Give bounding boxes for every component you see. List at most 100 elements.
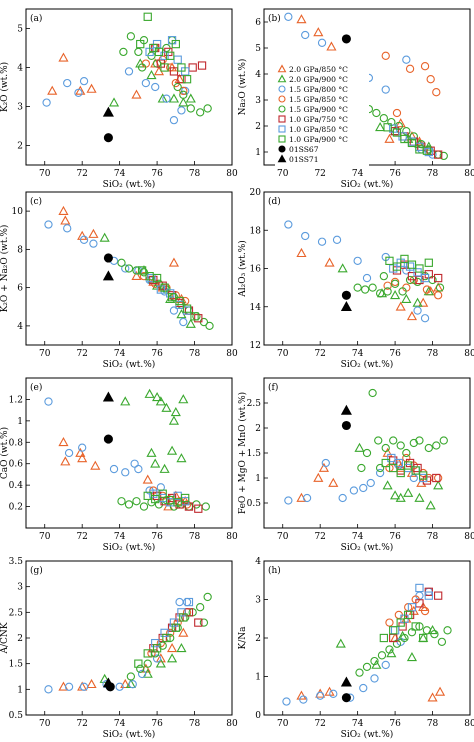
data-point-s5 <box>437 637 447 646</box>
data-point-s3 <box>141 78 151 88</box>
data-point-s2 <box>161 402 172 412</box>
data-point-s2 <box>146 70 157 80</box>
x-tick-label: 74 <box>114 349 126 359</box>
data-point-s5 <box>117 497 126 506</box>
data-point-s8 <box>385 256 394 265</box>
data-point-s2 <box>166 653 178 663</box>
data-point-s3 <box>359 683 368 693</box>
x-tick-label: 76 <box>151 349 163 359</box>
data-point-s3 <box>169 116 179 125</box>
legend: 2.0 GPa/850 °C2.0 GPa/900 °C1.5 GPa/800 … <box>275 64 369 168</box>
data-point-s7 <box>160 628 169 638</box>
y-tick-label: 20 <box>250 188 262 198</box>
data-point-s5 <box>398 287 407 296</box>
panel-5: 70 72 74 76 78 80 0.2 0.4 0.6 0.8 1 1.2 SiO₂ (wt.%) C… <box>0 377 238 553</box>
data-point-s2 <box>159 463 170 473</box>
data-point-s1 <box>318 462 330 472</box>
legend-marker-s9 <box>278 145 286 153</box>
data-point-s8 <box>137 266 147 275</box>
plot-frame <box>263 560 471 716</box>
data-point-s3 <box>63 78 72 88</box>
data-point-s2 <box>166 445 178 455</box>
y-tick-label: 0 <box>255 711 261 721</box>
y-tick-label: 1 <box>255 148 261 158</box>
y-tick-label: 6 <box>17 284 23 294</box>
y-tick-label: 1 <box>255 673 261 683</box>
y-tick-label: 1 <box>255 474 261 484</box>
data-point-s3 <box>284 12 293 21</box>
data-point-s5 <box>137 63 147 72</box>
data-point-s8 <box>419 633 428 643</box>
y-tick-label: 4 <box>255 557 261 567</box>
data-point-s5 <box>362 448 372 458</box>
data-point-s5 <box>117 258 126 267</box>
data-point-s8 <box>392 262 402 271</box>
data-point-s8 <box>171 39 180 49</box>
data-point-s1 <box>296 690 307 700</box>
data-point-s2 <box>176 453 187 463</box>
plot-frame <box>263 191 471 346</box>
data-point-s9 <box>341 290 351 300</box>
panel-4: 70 72 74 76 78 80 12 14 16 18 20 SiO₂ (wt.%) Al₂O₃ (… <box>237 188 474 370</box>
data-point-s8 <box>136 39 145 49</box>
data-point-s3 <box>79 682 89 691</box>
legend-marker-s10 <box>277 154 287 163</box>
data-point-s8 <box>407 138 417 148</box>
data-point-s5 <box>424 443 433 453</box>
data-point-s1 <box>142 474 153 484</box>
data-point-s6 <box>177 75 186 84</box>
y-tick-label: 8 <box>17 245 23 255</box>
x-tick-label: 70 <box>277 719 289 729</box>
data-point-s8 <box>182 304 192 313</box>
data-point-s8 <box>158 489 167 498</box>
data-point-s1 <box>395 301 406 311</box>
panel-8: 70 72 74 76 78 80 0 1 2 3 4 SiO₂ (wt.%) K/Na (h) <box>238 557 474 740</box>
plot-frame <box>263 377 471 529</box>
data-point-s5 <box>203 592 212 602</box>
data-point-s8 <box>134 659 143 668</box>
legend-marker-s6 <box>278 115 286 123</box>
y-tick-label: 16 <box>250 265 262 275</box>
legend-label: 01SS67 <box>289 145 319 154</box>
data-point-s8 <box>143 12 152 21</box>
y-tick-label: 1.5 <box>9 660 24 670</box>
data-point-s1 <box>166 642 178 653</box>
x-tick-label: 74 <box>352 719 364 729</box>
y-tick-label: 14 <box>250 303 262 313</box>
data-point-s3 <box>362 273 372 283</box>
data-point-s3 <box>79 77 89 86</box>
data-point-s1 <box>406 467 418 477</box>
y-tick-label: 10 <box>12 207 24 217</box>
data-point-s3 <box>375 468 385 478</box>
panel-label: (d) <box>268 196 281 207</box>
data-point-s5 <box>132 497 141 506</box>
data-point-s3 <box>124 67 134 76</box>
legend-marker-s1 <box>277 64 287 73</box>
x-axis-label: SiO₂ (wt.%) <box>341 179 394 190</box>
data-point-s2 <box>152 392 163 402</box>
data-point-s10 <box>340 676 352 687</box>
data-point-s8 <box>152 273 162 283</box>
data-point-s8 <box>422 146 432 155</box>
data-point-s4 <box>432 88 441 97</box>
data-point-s6 <box>188 63 197 72</box>
data-point-s8 <box>424 258 433 267</box>
data-point-s3 <box>128 680 137 689</box>
x-tick-label: 78 <box>189 532 201 542</box>
data-point-s1 <box>326 41 337 51</box>
data-point-s3 <box>321 458 330 468</box>
x-tick-label: 76 <box>389 532 401 542</box>
data-point-s1 <box>60 215 71 225</box>
y-axis-label: Al₂O₃ (wt.%) <box>237 240 248 298</box>
data-point-s5 <box>143 659 152 668</box>
legend-label: 1.5 GPa/900 °C <box>289 105 348 114</box>
legend-marker-s3 <box>278 85 286 93</box>
data-point-s4 <box>420 62 430 71</box>
x-tick-label: 70 <box>277 532 289 542</box>
data-point-s1 <box>86 83 97 93</box>
data-point-s2 <box>354 442 365 452</box>
data-point-s5 <box>134 47 143 57</box>
data-point-s2 <box>390 290 401 300</box>
data-point-s3 <box>359 483 368 493</box>
x-tick-label: 74 <box>352 349 364 359</box>
